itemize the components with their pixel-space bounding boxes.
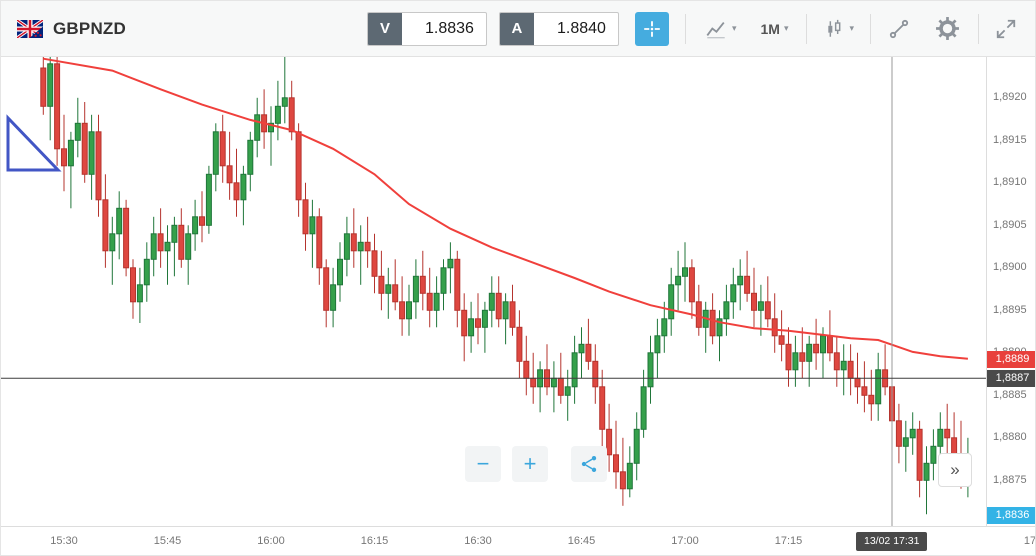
- time-tick-label: 16:00: [257, 535, 285, 547]
- toolbar-separator: [870, 13, 871, 44]
- price-tick-label: 1,8920: [993, 91, 1027, 104]
- time-tick-label: 15:45: [153, 535, 182, 547]
- price-tick-label: 1,8915: [993, 133, 1027, 146]
- chart-area: 1,8889 1,8887 1,8836 1,8920 1,8915 1,8910 1…: [1, 57, 1036, 555]
- share-button[interactable]: [571, 446, 607, 482]
- toolbar-separator: [806, 13, 808, 44]
- time-tick-label: 17: [1023, 535, 1036, 547]
- candles-series: [40, 57, 971, 515]
- chevron-down-icon: ▾: [849, 23, 854, 33]
- time-tick-label: 17:15: [774, 535, 803, 547]
- price-tick-label: 1,8900: [993, 261, 1027, 274]
- symbol-title: GBPNZD: [53, 18, 126, 38]
- buy-letter: A: [499, 12, 534, 45]
- ma-price-badge: 1,8889: [987, 350, 1035, 368]
- fullscreen-button[interactable]: [991, 14, 1021, 44]
- price-tick-label: 1,8885: [993, 388, 1027, 401]
- crosshair-tool-button[interactable]: [634, 11, 669, 46]
- line-chart-icon: [706, 21, 725, 38]
- indicators-icon: [889, 19, 909, 38]
- toolbar-separator: [684, 13, 686, 44]
- indicators-button[interactable]: [883, 13, 915, 45]
- chevron-down-icon: ▾: [783, 23, 789, 33]
- time-tick-label: 16:45: [567, 535, 596, 547]
- price-tick-label: 1,8910: [993, 176, 1027, 189]
- time-axis[interactable]: 13/02 17:31 15:30 15:45 16:00 16:15 16:30 16:…: [1, 526, 1036, 555]
- buy-quote-button[interactable]: A 1.8840: [498, 11, 619, 46]
- price-tick-label: 1,8895: [993, 303, 1027, 316]
- sell-letter: V: [367, 12, 402, 45]
- sell-price-badge: 1,8836: [987, 507, 1035, 524]
- price-axis[interactable]: 1,8889 1,8887 1,8836 1,8920 1,8915 1,8910 1…: [986, 57, 1035, 526]
- chart-type-button[interactable]: ▾: [700, 14, 741, 44]
- zoom-in-button[interactable]: +: [512, 446, 548, 482]
- ma-line: [43, 57, 968, 360]
- time-tick-label: 16:15: [360, 535, 389, 547]
- buy-price-value: 1.8840: [557, 19, 606, 37]
- timeframe-dropdown[interactable]: 1M ▾: [756, 17, 792, 41]
- settings-button[interactable]: [931, 12, 964, 45]
- sell-quote-button[interactable]: V 1.8836: [366, 11, 487, 46]
- crosshair-time-badge: 13/02 17:31: [856, 532, 928, 551]
- candlestick-chart[interactable]: [1, 57, 986, 526]
- triangle-drawing[interactable]: [6, 114, 62, 172]
- expand-icon: [996, 19, 1016, 38]
- candlestick-icon: [828, 19, 841, 37]
- price-tick-label: 1,8875: [993, 473, 1027, 486]
- price-tick-label: 1,8880: [993, 431, 1027, 444]
- instrument-flag-icon: [17, 19, 43, 38]
- price-tick-label: 1,8905: [993, 218, 1027, 231]
- candle-style-button[interactable]: ▾: [819, 14, 858, 44]
- sell-price-value: 1.8836: [425, 19, 474, 37]
- toolbar-separator: [978, 13, 979, 44]
- zoom-out-button[interactable]: −: [465, 446, 501, 482]
- gear-icon: [936, 17, 959, 40]
- chart-toolbar: GBPNZD V 1.8836 A 1.8840 ▾ 1M ▾: [1, 1, 1035, 57]
- time-tick-label: 16:30: [464, 535, 492, 547]
- timeframe-label: 1M: [760, 20, 780, 37]
- crosshair-price-badge: 1,8887: [987, 370, 1035, 388]
- time-tick-label: 15:30: [50, 535, 78, 547]
- share-icon: [581, 456, 597, 472]
- chevron-down-icon: ▾: [731, 23, 737, 33]
- crosshair-icon: [644, 20, 660, 37]
- collapse-panel-button[interactable]: »: [938, 453, 972, 487]
- time-tick-label: 17:00: [671, 535, 699, 547]
